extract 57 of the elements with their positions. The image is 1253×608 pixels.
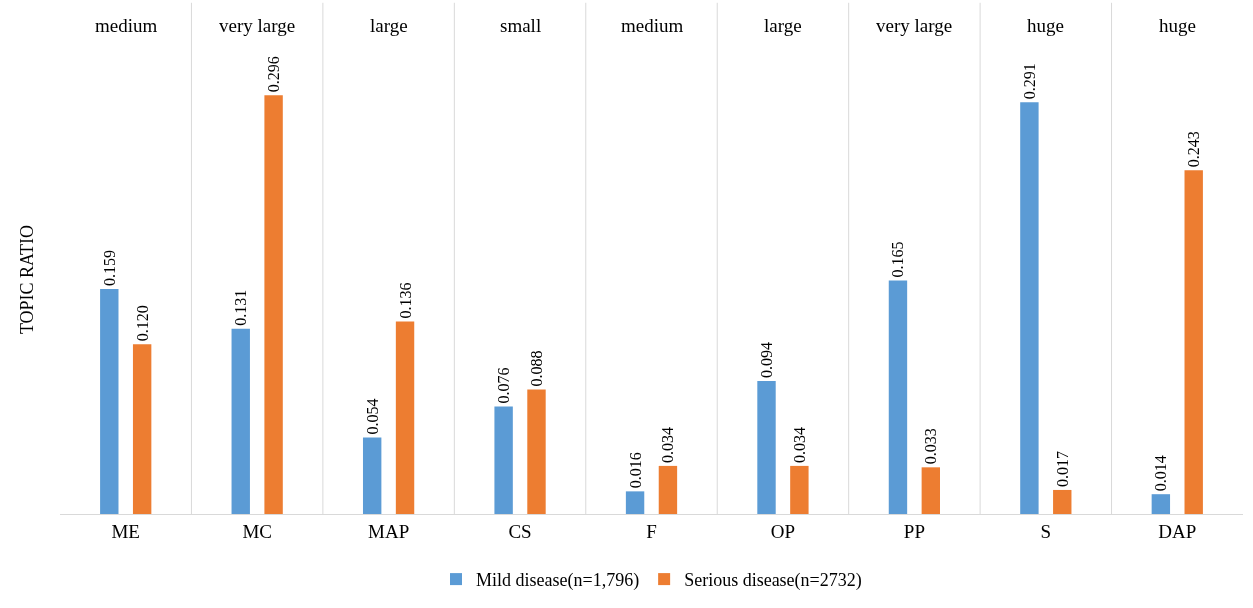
text: medium [621,15,684,36]
data-label: 0.088 [527,350,545,387]
bar [625,491,645,514]
bar [658,465,678,514]
bar [527,389,546,514]
data-label: 0.296 [265,56,283,93]
data-label: 0.159 [100,250,118,287]
data-label: 0.243 [1185,131,1203,168]
x-tick-label: CS [508,520,532,542]
text: huge [1027,15,1064,36]
text: small [500,15,542,36]
text: huge [1159,15,1196,36]
bar [1020,102,1039,514]
data-label: 0.076 [495,367,513,404]
bar [1151,494,1171,514]
data-label: 0.014 [1152,455,1170,492]
bar [1053,489,1072,514]
data-label: 0.291 [1020,63,1038,100]
text: very large [876,15,953,36]
data-label: 0.033 [922,428,940,465]
bar [231,328,250,514]
text: medium [95,15,158,36]
legend-label: Serious disease(n=2732) [684,570,862,592]
x-tick-label: OP [770,520,796,542]
data-label: 0.120 [133,305,151,342]
data-label: 0.054 [363,398,381,435]
data-label: 0.131 [232,289,250,326]
text: large [370,15,408,36]
bar [362,437,382,514]
data-label: 0.016 [626,452,644,489]
x-tick-label: MAP [368,520,410,542]
text: very large [219,15,296,36]
text: large [764,15,802,36]
bar [132,344,152,514]
data-label: 0.034 [659,426,677,463]
x-tick-label: S [1040,520,1052,542]
data-label: 0.165 [889,241,907,278]
x-tick-label: MC [242,520,272,542]
bar [264,95,283,514]
bar [921,467,941,514]
x-tick-label: F [646,520,657,542]
data-label: 0.094 [758,342,776,379]
bar [494,406,513,514]
data-label: 0.017 [1053,450,1071,487]
data-label: 0.136 [396,282,414,319]
bar [395,321,415,514]
data-label: 0.034 [790,426,808,463]
x-tick-label: ME [111,520,140,542]
bar [1184,170,1203,514]
x-tick-label: DAP [1158,520,1197,542]
bar [757,381,776,514]
y-axis-title: TOPIC RATIO [17,224,38,335]
bar [790,465,809,514]
legend-label: Mild disease(n=1,796) [476,570,640,592]
x-tick-label: PP [903,520,925,542]
bar [888,280,908,514]
bar [100,289,119,514]
